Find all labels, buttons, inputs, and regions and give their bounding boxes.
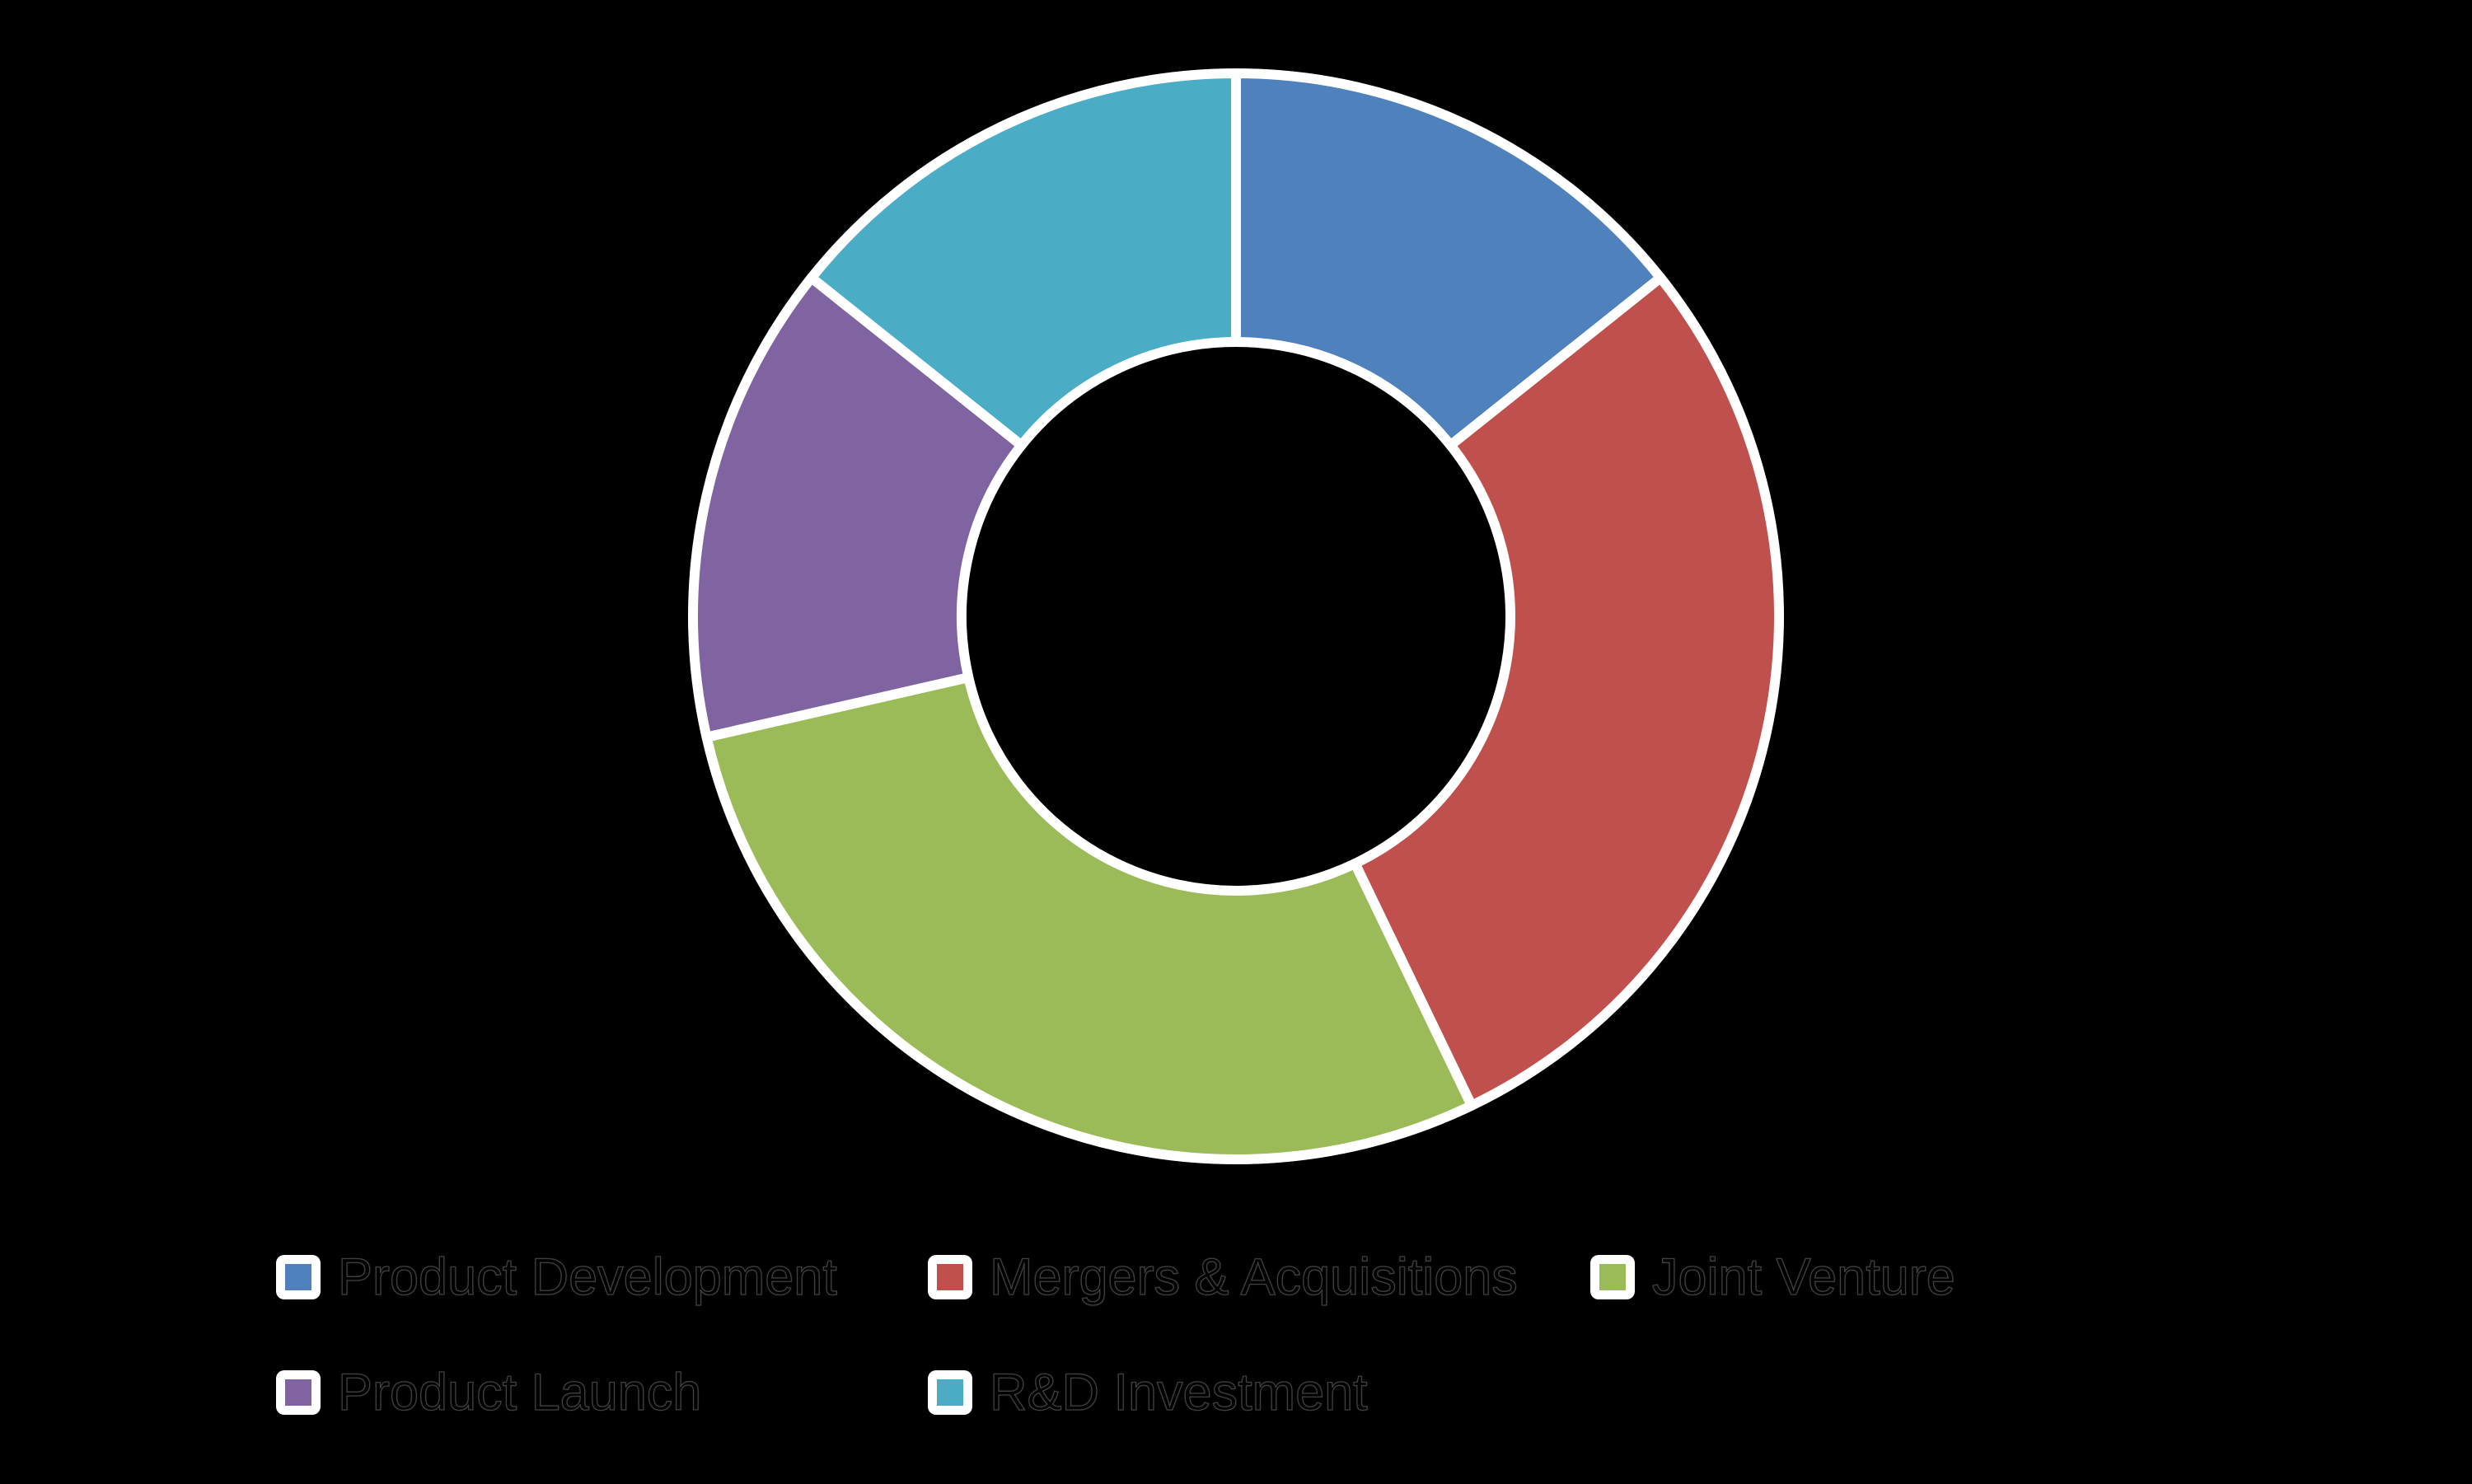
legend-swatch-color xyxy=(937,1264,963,1290)
donut-slice-2 xyxy=(1350,273,1785,1111)
legend-label: R&D Investment xyxy=(989,1364,1368,1421)
legend-swatch-icon xyxy=(276,1370,321,1415)
chart-legend: Product Development Mergers & Acquisition… xyxy=(276,1248,1955,1421)
donut-slice-5 xyxy=(806,68,1241,451)
legend-swatch-color xyxy=(937,1379,963,1406)
legend-label: Product Launch xyxy=(337,1364,702,1421)
legend-item: Joint Venture xyxy=(1590,1248,1955,1306)
legend-swatch-color xyxy=(285,1379,311,1406)
legend-swatch-icon xyxy=(928,1370,972,1415)
donut-slice-3 xyxy=(701,672,1477,1165)
legend-item: Product Development xyxy=(276,1248,928,1306)
legend-label: Product Development xyxy=(337,1248,837,1306)
donut-slice-4 xyxy=(687,273,1027,742)
legend-swatch-color xyxy=(1599,1264,1626,1290)
legend-swatch-icon xyxy=(1590,1255,1635,1299)
legend-label: Joint Venture xyxy=(1651,1248,1955,1306)
legend-swatch-icon xyxy=(276,1255,321,1299)
legend-swatch-color xyxy=(285,1264,311,1290)
legend-swatch-icon xyxy=(928,1255,972,1299)
donut-slice-1 xyxy=(1231,68,1666,451)
legend-item: Mergers & Acquisitions xyxy=(928,1248,1590,1306)
legend-item: R&D Investment xyxy=(928,1364,1590,1421)
legend-item: Product Launch xyxy=(276,1364,928,1421)
legend-label: Mergers & Acquisitions xyxy=(989,1248,1518,1306)
